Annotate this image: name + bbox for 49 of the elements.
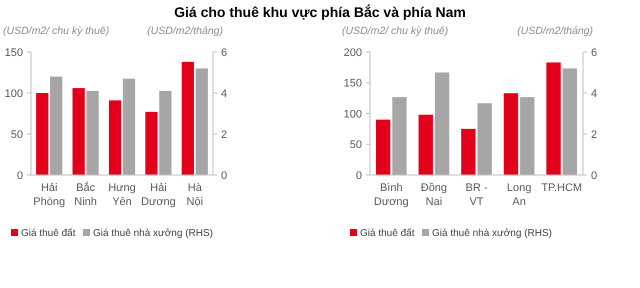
bar [461, 128, 476, 175]
legend-label: Giá thuê đất [360, 228, 415, 239]
y2-tick-label: 2 [221, 128, 228, 141]
text: Giá cho thuê khu vực phía Bắc và phía Nam [174, 4, 466, 20]
bar [376, 120, 390, 175]
bar [196, 68, 208, 175]
x-tick-label: Đồng Nai [420, 182, 448, 208]
y-tick-label: 100 [4, 88, 23, 100]
x-tick-label: Bình Dương [374, 182, 409, 208]
y2-axis-title: (USD/m2/tháng) [517, 25, 593, 37]
x-tick-label: Bắc Ninh [74, 181, 97, 208]
x-tick-label: Hải Phòng [33, 182, 66, 208]
x-tick-label: BR - VT [466, 182, 488, 208]
y2-tick-label: 0 [221, 170, 228, 182]
x-tick-label: Hưng Yên [108, 182, 136, 208]
x-tick-label: Hà Nội [186, 182, 204, 208]
y2-tick-label: 0 [591, 170, 598, 182]
y-tick-label: 200 [344, 46, 362, 59]
bar [182, 62, 194, 175]
y-tick-label: 50 [350, 139, 362, 152]
y2-axis-title: (USD/m2/tháng) [147, 25, 223, 37]
legend-label: Giá thuê nhà xưởng (RHS) [93, 228, 213, 239]
bar [50, 76, 62, 175]
x-tick-label: Hải Dương [141, 182, 176, 208]
y-tick-label: 0 [356, 170, 362, 182]
y-tick-label: 100 [344, 108, 362, 120]
y-tick-label: 150 [344, 78, 362, 90]
y2-tick-label: 4 [221, 88, 228, 100]
y2-tick-label: 6 [591, 46, 598, 59]
y-axis-title: (USD/m2/ chu kỳ thuê) [3, 25, 110, 37]
legend-label: Giá thuê nhà xưởng (RHS) [432, 228, 552, 239]
x-tick-label: Long An [506, 182, 532, 208]
legend-label: Giá thuê đất [21, 228, 76, 239]
bar [434, 72, 450, 175]
bar [546, 62, 561, 175]
y-axis-title: (USD/m2/ chu kỳ thuê) [342, 25, 448, 37]
bar [418, 114, 433, 175]
y2-tick-label: 2 [591, 128, 598, 141]
bar [392, 97, 407, 175]
bar [562, 68, 578, 175]
y2-tick-label: 6 [221, 46, 228, 59]
bar [504, 93, 518, 175]
y2-tick-label: 4 [591, 88, 598, 100]
y-tick-label: 0 [16, 170, 23, 182]
y-tick-label: 50 [10, 128, 23, 141]
bar [36, 93, 48, 175]
x-tick-label: TP.HCM [541, 182, 582, 194]
bar [520, 97, 534, 175]
y-tick-label: 150 [4, 46, 23, 59]
